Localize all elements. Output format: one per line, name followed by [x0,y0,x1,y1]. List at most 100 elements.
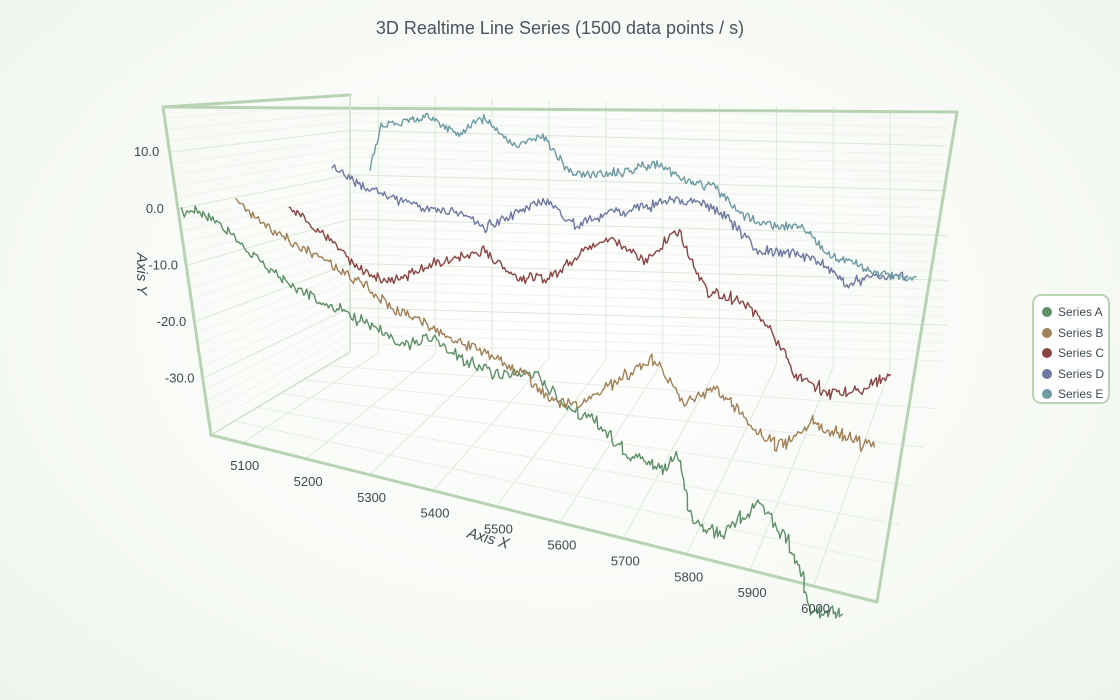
series-line-series-b[interactable] [235,197,876,453]
side-wall-gridline--32 [204,316,351,391]
floor-grid [234,352,936,587]
side-wall-gridline-6 [172,147,351,176]
series-line-series-c[interactable] [288,206,892,401]
x-tick-label: 5400 [421,506,450,521]
side-wall-gridline-8 [171,138,351,165]
x-tick-label: 5900 [738,585,767,600]
floor-depth-gridline-2 [257,406,901,526]
floor-depth-gridline-1 [234,420,889,564]
legend-item-series-a[interactable]: Series A [1042,302,1108,323]
frame-edge-0 [209,433,879,604]
wall-gridline--32 [349,316,948,335]
wall-gridline--26 [349,289,948,308]
wall-gridline--34 [349,324,948,344]
wall-gridline-0 [349,174,948,192]
wall-gridline--20 [349,262,948,281]
legend-item-series-d[interactable]: Series D [1042,364,1108,385]
y-tick-label: 10.0 [134,144,159,159]
x-tick-label: 5600 [547,537,576,552]
legend-dot-icon [1042,348,1052,359]
axis-frame [161,93,959,604]
frame-edge-1 [161,105,959,114]
series-layer [180,112,917,619]
wall-gridline--28 [349,298,948,317]
side-wall-gridline--22 [195,271,351,334]
side-wall-gridline--4 [181,191,351,232]
legend-item-series-b[interactable]: Series B [1042,323,1108,344]
side-wall-gridline--8 [184,209,351,255]
chart-title: 3D Realtime Line Series (1500 data point… [375,18,745,38]
y-tick-labels: 10.0 0.0 -10.0 -20.0 -30.0 [134,144,195,385]
x-tick-label: 5100 [230,458,259,473]
x-tick-label: 5500 [484,522,513,537]
side-wall-gridline-2 [176,165,351,198]
floor-depth-gridline-3 [280,393,913,487]
side-wall-gridline--34 [205,324,351,402]
wall-gridline--4 [349,191,948,210]
side-wall-gridline-12 [167,121,351,142]
x-tick-label: 5800 [674,569,703,584]
side-wall-gridline--38 [209,342,351,425]
side-wall-gridline-16 [164,103,351,119]
side-wall-gridline-10 [169,129,351,153]
wall-gridline-6 [349,147,948,165]
side-wall-gridline--16 [190,245,351,300]
wall-gridline--18 [349,254,948,272]
legend-dot-icon [1042,327,1052,338]
wall-gridline--30 [349,307,948,326]
legend: Series A Series B Series C Series D Series E [1032,294,1110,404]
side-wall-gridline-14 [166,112,351,131]
wall-gridline--2 [349,183,948,201]
wall-gridline-8 [349,138,948,156]
side-wall-gridline--14 [189,236,351,289]
side-wall-gridline--24 [197,280,351,345]
frame-edge-3 [875,110,959,604]
series-line-series-a[interactable] [180,205,844,619]
wall-gridline--12 [349,227,948,245]
side-wall-gridline--10 [186,218,351,266]
x-tick-label: 5300 [357,490,386,505]
legend-label: Series C [1058,346,1105,361]
x-tick-label: 5200 [294,474,323,489]
legend-label: Series B [1058,325,1104,340]
frame-edge-2 [161,105,213,437]
series-line-series-d[interactable] [331,164,909,289]
wall-gridline-10 [349,129,948,147]
side-wall-gridline--18 [192,254,351,312]
side-wall-gridline-0 [177,174,351,210]
legend-label: Series D [1058,366,1105,381]
series-line-series-e[interactable] [369,112,917,282]
x-tick-label: 5700 [611,553,640,568]
y-axis-title: Axis Y [133,252,150,296]
wall-gridline-2 [349,165,948,183]
side-wall-gridline-4 [174,156,351,187]
side-wall-gridline--28 [200,298,351,368]
legend-label: Series A [1058,305,1103,320]
legend-dot-icon [1042,307,1052,318]
side-wall-gridline--30 [202,307,351,379]
wall-gridline--10 [349,218,948,237]
frame-edge-4 [161,93,352,109]
legend-dot-icon [1042,389,1052,400]
x-tick-labels: 5100 5200 5300 5400 5500 5600 5700 5800 5900 6000 [230,458,830,616]
legend-label: Series E [1058,387,1104,402]
legend-item-series-c[interactable]: Series C [1042,343,1108,364]
wall-gridline-12 [349,121,948,138]
side-wall-gridline--20 [194,262,351,323]
wall-gridline--24 [349,280,948,299]
legend-item-series-e[interactable]: Series E [1042,384,1108,405]
wall-gridline-14 [349,112,948,129]
floor-depth-gridline-5 [326,365,936,410]
legend-dot-icon [1042,368,1052,379]
y-tick-label: -30.0 [165,370,195,385]
side-wall-gridline--26 [199,289,351,357]
y-tick-label: -10.0 [148,257,178,272]
side-wall-gridline--6 [182,200,351,244]
wall-gridline--14 [349,236,948,254]
y-tick-label: 0.0 [146,201,164,216]
side-wall-gridline--36 [207,333,351,413]
floor-depth-gridline-4 [303,379,924,448]
back-edge-1 [210,351,351,436]
wall-gridline--38 [349,342,948,362]
